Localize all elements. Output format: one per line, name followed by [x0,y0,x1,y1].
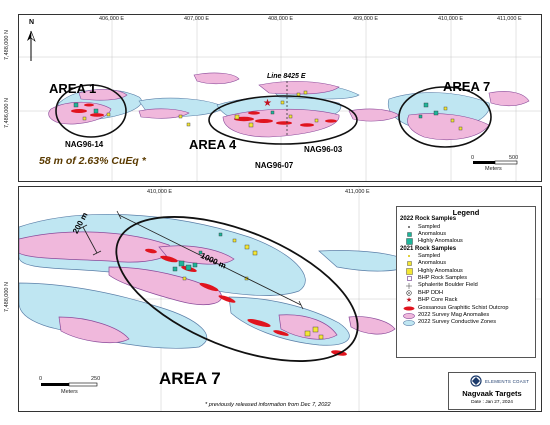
x-tick-410000-bottom: 410,000 E [147,189,173,195]
pink-polygon-icon [403,312,415,319]
legend: Legend 2022 Rock Samples Sampled Anomalo… [396,206,536,358]
legend-label: 2022 Survey Mag Anomalies [418,312,490,318]
logo-mark-icon [470,375,482,387]
bottom-area7-label: AREA 7 [159,369,221,388]
bottom-sample-points [172,232,324,340]
legend-row-conductive: 2022 Survey Conductive Zones [403,319,535,326]
legend-label: Highly Anomalous [418,238,463,245]
x-tick-408000: 408,000 E [268,16,294,22]
dimension-lines [78,210,304,310]
area4-outline [208,95,358,145]
legend-label: Gossanous Graphitic Schist Outcrop [418,304,509,311]
area1-label: AREA 1 [49,81,97,96]
bottom-scale-zero: 0 [39,376,43,382]
yellow-square-icon [403,268,415,275]
y-tick-7488000-bottom: 7,488,000 N [4,282,10,312]
bottom-map-svg [19,187,541,411]
legend-row-bhp-rock: BHP Rock Samples [403,275,535,282]
legend-row-2022-anomalous: Anomalous [403,231,535,238]
legend-label: Sampled [418,252,441,259]
north-arrow-icon [27,30,36,61]
small-teal-square-icon [403,231,415,238]
legend-row-bhp-ddh: BHP DDH [403,290,535,297]
x-tick-409000: 409,000 E [353,16,379,22]
legend-label: Highly Anomalous [418,267,463,274]
intercept-text: 58 m of 2.63% CuEq * [39,155,146,167]
top-gossan-outcrops [71,103,337,127]
y-tick-7488000: 7,488,000 N [4,30,10,60]
top-scale-zero: 0 [471,155,475,161]
line-8425e-label: Line 8425 E [267,73,306,80]
legend-section-2022: 2022 Rock Samples [400,216,457,223]
area7-label: AREA 7 [443,79,491,94]
cross-icon [403,283,415,290]
legend-row-sphalerite: Sphalerite Boulder Field [403,282,535,290]
core-rack-star-icon: ★ [263,98,272,109]
bottom-scale-max: 250 [91,376,101,382]
legend-row-core-rack: ★ BHP Core Rack [403,297,535,304]
area7-outline [398,86,492,148]
title-block: ELEMENTS COAST Nagvaak Targets Date : Ja… [448,372,536,410]
bottom-area7-outline [115,216,359,362]
drillhole-icon [403,290,415,297]
top-mag-anomalies [48,72,530,140]
legend-row-2021-sampled: Sampled [403,253,535,260]
legend-row-2021-anomalous: Anomalous [403,260,535,267]
top-scale-bar [473,160,518,165]
company-name: ELEMENTS COAST [485,378,530,384]
hole-nag96-14-label: NAG96-14 [65,140,104,149]
top-map-svg: ★ [19,15,541,181]
map-date: Date : Jan 27, 2024 [471,400,513,405]
hole-nag96-03-label: NAG96-03 [304,145,343,154]
hole-nag96-07-label: NAG96-07 [255,161,294,170]
blue-polygon-icon [403,319,415,326]
legend-row-mag: 2022 Survey Mag Anomalies [403,312,535,319]
legend-label: Sphalerite Boulder Field [418,282,478,289]
legend-title: Legend [452,208,480,217]
company-logo: ELEMENTS COAST [469,375,529,387]
dot-icon [403,224,415,231]
legend-label: Anomalous [418,230,446,237]
legend-section-2021: 2021 Rock Samples [400,245,457,252]
y-tick-7486000: 7,486,000 N [4,98,10,128]
teal-square-icon [403,238,415,246]
legend-label: BHP Rock Samples [418,275,468,282]
area4-label: AREA 4 [189,137,237,152]
bottom-mag-anomalies [19,231,396,344]
legend-label: Anomalous [418,260,446,267]
legend-row-2022-sampled: Sampled [403,223,535,230]
x-tick-411000: 411,000 E [497,16,522,22]
top-sample-points [73,90,463,131]
x-tick-407000: 407,000 E [184,16,210,22]
x-tick-406000: 406,000 E [99,16,125,22]
x-tick-411000-bottom: 411,000 E [345,189,370,195]
red-lens-icon [403,305,415,312]
legend-row-gossan: Gossanous Graphitic Schist Outcrop [403,305,535,312]
area1-outline [55,84,127,138]
legend-label: Sampled [418,223,441,230]
purple-square-icon [403,275,415,282]
bottom-scale-bar [41,382,98,387]
top-scale-units: Meters [485,166,502,172]
bottom-scale-units: Meters [61,389,78,395]
legend-label: BHP Core Rack [418,297,458,304]
star-icon: ★ [405,297,413,305]
small-yellow-square-icon [403,260,415,267]
north-label: N [29,19,35,26]
legend-row-2022-highly: Highly Anomalous [403,238,535,246]
x-tick-410000: 410,000 E [438,16,464,22]
footnote: * previously released information from D… [205,402,331,408]
dot-icon [403,253,415,260]
legend-label: 2022 Survey Conductive Zones [418,319,497,326]
top-scale-max: 500 [509,155,519,161]
legend-row-2021-highly: Highly Anomalous [403,268,535,275]
project-title: Nagvaak Targets [462,389,522,398]
legend-label: BHP DDH [418,289,444,296]
top-map-panel: ★ N 406,000 E 407,000 E 408,000 E 409,00… [18,14,542,182]
